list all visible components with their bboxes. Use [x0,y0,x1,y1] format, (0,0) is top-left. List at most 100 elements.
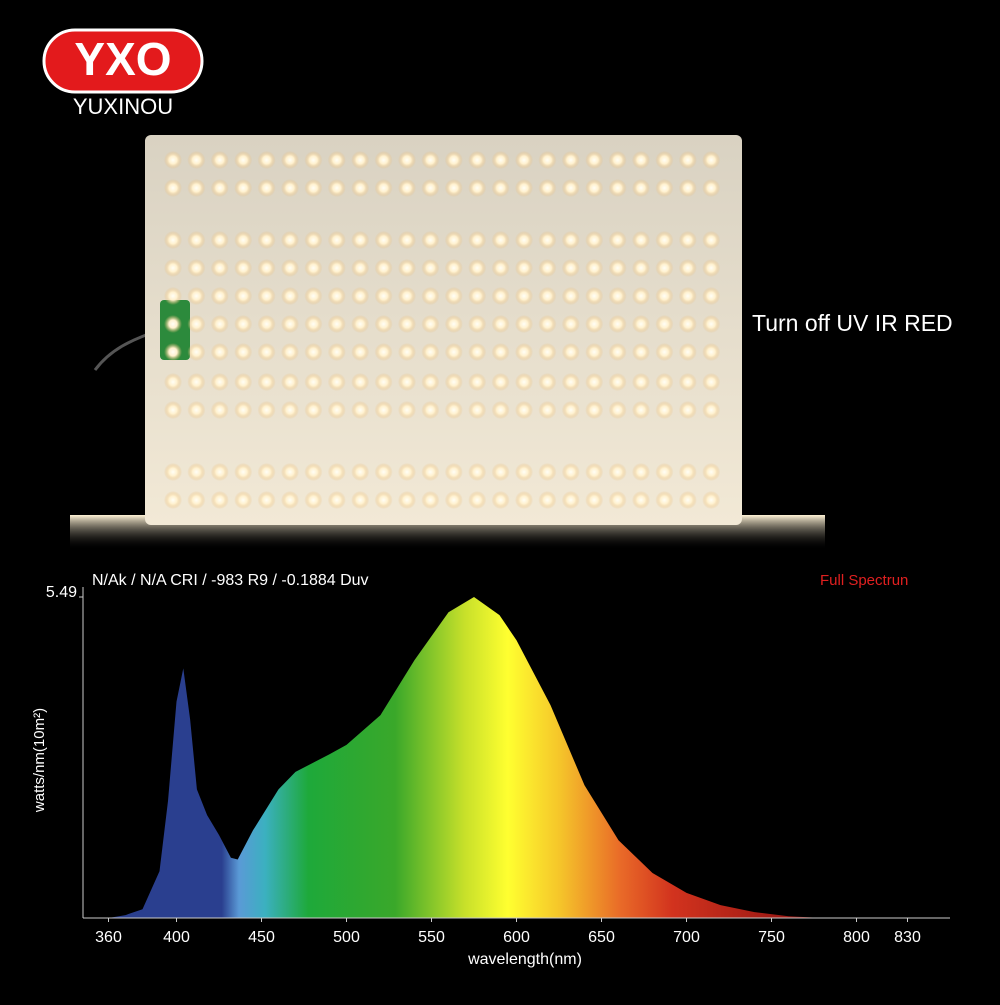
led [374,315,393,333]
led [281,491,299,509]
led [444,373,463,391]
led [327,463,346,481]
led [421,491,440,509]
led [187,151,206,169]
led [210,315,229,333]
led [234,259,253,277]
led [234,401,253,419]
chart-subtitle: Full Spectrun [820,572,908,589]
led [561,315,580,333]
led [257,315,276,333]
led [468,151,487,169]
led [678,373,697,391]
led [585,373,604,391]
led [398,287,416,305]
led [421,343,440,361]
led [351,463,370,481]
led [257,287,276,305]
led [585,343,604,361]
led [608,231,627,249]
led [444,315,463,333]
led [281,259,299,277]
led [468,179,487,197]
led [281,287,299,305]
led [164,343,182,361]
led [702,231,721,249]
led [585,401,604,419]
led [210,287,229,305]
led [304,343,323,361]
led [444,259,463,277]
led [655,259,674,277]
led [234,343,253,361]
led [351,343,370,361]
led [468,343,487,361]
led [515,231,533,249]
led [398,491,416,509]
led [655,401,674,419]
led [374,151,393,169]
led [257,373,276,391]
led [678,343,697,361]
led [187,259,206,277]
led [421,259,440,277]
led [210,491,229,509]
led [210,151,229,169]
led [632,373,650,391]
led [327,315,346,333]
led [444,287,463,305]
led [210,373,229,391]
led [281,151,299,169]
led [257,179,276,197]
led [538,491,557,509]
led [187,315,206,333]
led [304,231,323,249]
led [491,259,510,277]
led [538,401,557,419]
led [655,287,674,305]
led [281,373,299,391]
led [421,287,440,305]
led [281,401,299,419]
led [678,231,697,249]
led [164,231,182,249]
led [561,151,580,169]
led [164,151,182,169]
led [538,315,557,333]
led [421,373,440,391]
led [608,463,627,481]
led [468,401,487,419]
led [398,259,416,277]
x-tick-label: 600 [503,929,530,946]
x-tick-label: 500 [333,929,360,946]
led [164,401,182,419]
led [304,491,323,509]
led [655,179,674,197]
led [304,151,323,169]
led [678,491,697,509]
logo-brand: YUXINOU [73,94,173,119]
led [351,315,370,333]
led [678,179,697,197]
led [608,259,627,277]
led [585,151,604,169]
led [632,401,650,419]
led [515,151,533,169]
led [398,343,416,361]
led [327,231,346,249]
led [561,179,580,197]
photo-caption: Turn off UV IR RED [752,310,953,336]
led [515,179,533,197]
led [468,373,487,391]
led [444,179,463,197]
led [164,179,182,197]
led [398,179,416,197]
led [538,463,557,481]
led [678,463,697,481]
led [374,491,393,509]
led [304,287,323,305]
led [585,179,604,197]
led [421,231,440,249]
led-panel [145,135,742,525]
led [655,373,674,391]
